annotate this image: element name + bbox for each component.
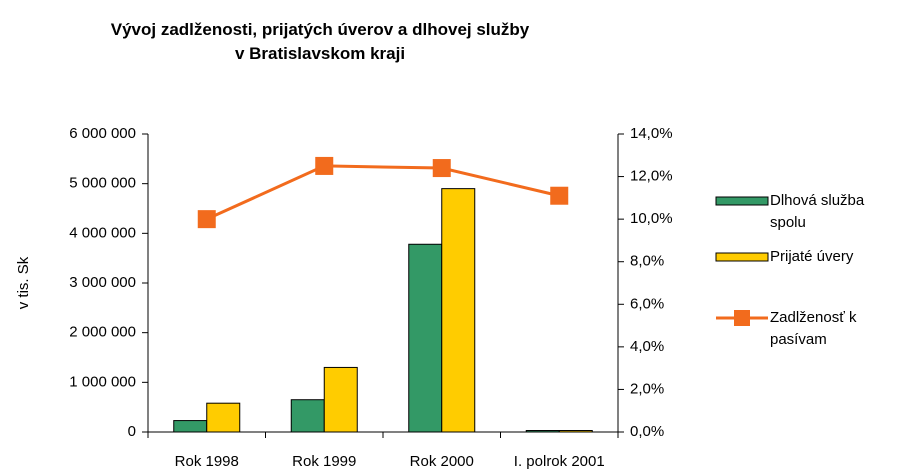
x-tick-label: Rok 1998: [175, 453, 239, 470]
y2-tick-label: 8,0%: [630, 253, 664, 270]
bar: [206, 402, 241, 433]
y2-tick-label: 12,0%: [630, 168, 673, 185]
y-tick-label: 4 000 000: [69, 224, 136, 241]
line: [206, 164, 560, 221]
y-tick-label: 1 000 000: [69, 373, 136, 390]
y-tick-label: 5 000 000: [69, 175, 136, 192]
bar: [323, 366, 358, 433]
legend-swatch: [715, 252, 769, 262]
y-axis-label: v tis. Sk: [15, 256, 32, 309]
y2-tick-label: 6,0%: [630, 295, 664, 312]
bar: [441, 188, 476, 433]
bar: [408, 243, 443, 433]
line-marker: [550, 186, 569, 205]
y-tick-label: 0: [128, 423, 136, 440]
bar: [525, 430, 560, 433]
x-tick-label: Rok 2000: [410, 453, 474, 470]
y2-tick-label: 0,0%: [630, 423, 664, 440]
y2-tick-label: 10,0%: [630, 210, 673, 227]
chart-title: Vývoj zadlženosti, prijatých úverov a dl…: [110, 20, 530, 63]
legend-label: Dlhová služba spolu: [770, 192, 865, 231]
line-marker: [315, 156, 334, 175]
line-marker: [432, 159, 451, 178]
y-tick-label: 2 000 000: [69, 324, 136, 341]
legend-label: Prijaté úvery: [770, 248, 854, 265]
legend-swatch: [715, 196, 769, 206]
y-tick-label: 3 000 000: [69, 274, 136, 291]
y2-tick-label: 4,0%: [630, 338, 664, 355]
bar: [290, 399, 325, 433]
y2-tick-label: 14,0%: [630, 125, 673, 142]
x-tick-label: I. polrok 2001: [514, 453, 605, 470]
bar: [558, 430, 593, 433]
y2-tick-label: 2,0%: [630, 380, 664, 397]
legend-label: Zadlženosť k pasívam: [770, 309, 857, 348]
y-tick-label: 6 000 000: [69, 125, 136, 142]
legend-marker: [734, 310, 750, 326]
bar: [173, 420, 208, 433]
line-marker: [197, 210, 216, 229]
x-tick-label: Rok 1999: [292, 453, 356, 470]
